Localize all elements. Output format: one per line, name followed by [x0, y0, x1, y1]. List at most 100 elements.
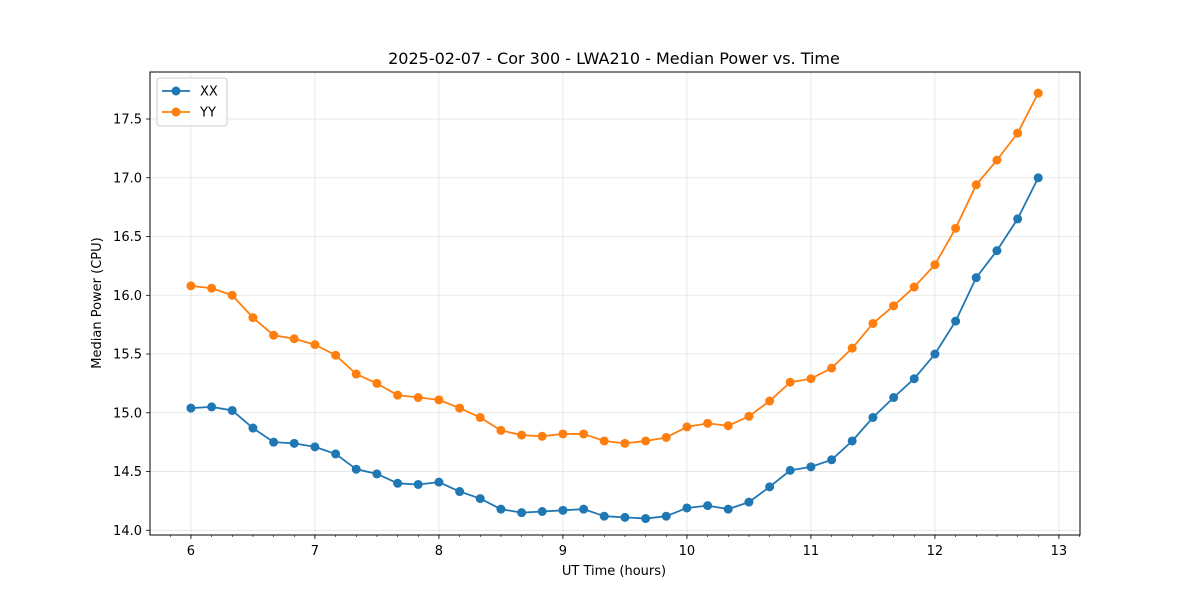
- data-point-xx: [930, 349, 940, 359]
- data-point-xx: [641, 514, 651, 524]
- x-axis-label: UT Time (hours): [562, 564, 666, 579]
- data-point-xx: [1013, 214, 1023, 224]
- data-point-xx: [372, 469, 382, 479]
- data-point-xx: [579, 504, 589, 514]
- plot-series: [186, 88, 1043, 524]
- data-point-xx: [207, 402, 217, 412]
- data-point-xx: [269, 437, 279, 447]
- data-point-yy: [847, 343, 857, 353]
- data-point-xx: [413, 479, 423, 489]
- data-point-yy: [372, 378, 382, 388]
- data-point-yy: [765, 396, 775, 406]
- y-tick-label: 17.5: [113, 113, 142, 128]
- x-tick-label: 9: [559, 544, 567, 559]
- data-point-xx: [827, 455, 837, 465]
- data-point-xx: [455, 487, 465, 497]
- data-point-xx: [517, 508, 527, 518]
- data-point-yy: [620, 438, 630, 448]
- data-point-yy: [971, 180, 981, 190]
- y-tick-label: 14.0: [113, 524, 142, 539]
- data-point-xx: [909, 374, 919, 384]
- legend-marker-yy: [171, 107, 181, 117]
- x-tick-label: 6: [187, 544, 195, 559]
- y-tick-label: 16.0: [113, 289, 142, 304]
- data-point-xx: [806, 462, 816, 472]
- y-tick-label: 16.5: [113, 230, 142, 245]
- data-point-yy: [351, 369, 361, 379]
- data-point-xx: [744, 497, 754, 507]
- data-point-xx: [765, 482, 775, 492]
- data-point-yy: [599, 436, 609, 446]
- data-point-yy: [806, 374, 816, 384]
- data-point-xx: [558, 505, 568, 515]
- plot-frame: [149, 71, 1081, 536]
- data-point-yy: [703, 418, 713, 428]
- series-yy: [186, 88, 1043, 448]
- data-point-yy: [579, 429, 589, 439]
- data-point-xx: [951, 316, 961, 326]
- data-point-yy: [207, 283, 217, 293]
- data-point-yy: [930, 260, 940, 270]
- data-point-xx: [248, 423, 258, 433]
- data-point-yy: [537, 431, 547, 441]
- x-tick-label: 12: [927, 544, 944, 559]
- y-axis-ticks: 14.0 14.5 15.0 15.5 16.0 16.5 17.0 17.5: [113, 113, 150, 539]
- data-point-xx: [434, 477, 444, 487]
- x-tick-label: 10: [679, 544, 696, 559]
- data-point-yy: [331, 350, 341, 360]
- data-point-yy: [475, 412, 485, 422]
- data-point-yy: [310, 340, 320, 350]
- data-point-yy: [248, 313, 258, 323]
- data-point-yy: [682, 422, 692, 432]
- x-tick-label: 13: [1051, 544, 1068, 559]
- data-point-xx: [620, 512, 630, 522]
- data-point-xx: [992, 246, 1002, 256]
- data-point-yy: [868, 318, 878, 328]
- data-point-xx: [310, 442, 320, 452]
- y-tick-label: 15.0: [113, 406, 142, 421]
- data-point-yy: [641, 436, 651, 446]
- data-point-xx: [847, 436, 857, 446]
- x-tick-label: 7: [311, 544, 319, 559]
- data-point-xx: [1033, 173, 1043, 183]
- legend-marker-xx: [171, 86, 181, 96]
- data-point-xx: [971, 273, 981, 283]
- data-point-xx: [868, 412, 878, 422]
- data-point-yy: [744, 411, 754, 421]
- chart-title: 2025-02-07 - Cor 300 - LWA210 - Median P…: [388, 49, 840, 68]
- data-point-yy: [909, 282, 919, 292]
- x-tick-label: 8: [435, 544, 443, 559]
- data-point-yy: [227, 290, 237, 300]
- data-point-yy: [889, 301, 899, 311]
- data-point-xx: [475, 494, 485, 504]
- data-point-yy: [434, 395, 444, 405]
- y-tick-label: 14.5: [113, 465, 142, 480]
- data-point-xx: [682, 503, 692, 513]
- data-point-xx: [393, 478, 403, 488]
- y-tick-label: 15.5: [113, 348, 142, 363]
- data-point-xx: [496, 504, 506, 514]
- data-point-xx: [537, 507, 547, 516]
- series-xx: [186, 173, 1043, 524]
- data-point-yy: [785, 377, 795, 387]
- data-point-yy: [951, 223, 961, 233]
- data-point-yy: [289, 334, 299, 344]
- y-axis-label: Median Power (CPU): [90, 237, 105, 368]
- data-point-xx: [227, 405, 237, 415]
- data-point-yy: [455, 403, 465, 413]
- data-point-xx: [703, 501, 713, 511]
- data-point-xx: [661, 511, 671, 521]
- data-point-xx: [331, 449, 341, 459]
- legend-label-yy: YY: [199, 106, 216, 121]
- data-point-yy: [413, 393, 423, 403]
- data-point-yy: [661, 432, 671, 442]
- data-point-xx: [785, 465, 795, 475]
- y-tick-label: 17.0: [113, 171, 142, 186]
- data-point-yy: [186, 281, 196, 291]
- data-point-yy: [496, 425, 506, 435]
- data-point-xx: [723, 504, 733, 514]
- data-point-xx: [599, 511, 609, 521]
- data-point-yy: [393, 390, 403, 400]
- data-point-xx: [889, 393, 899, 403]
